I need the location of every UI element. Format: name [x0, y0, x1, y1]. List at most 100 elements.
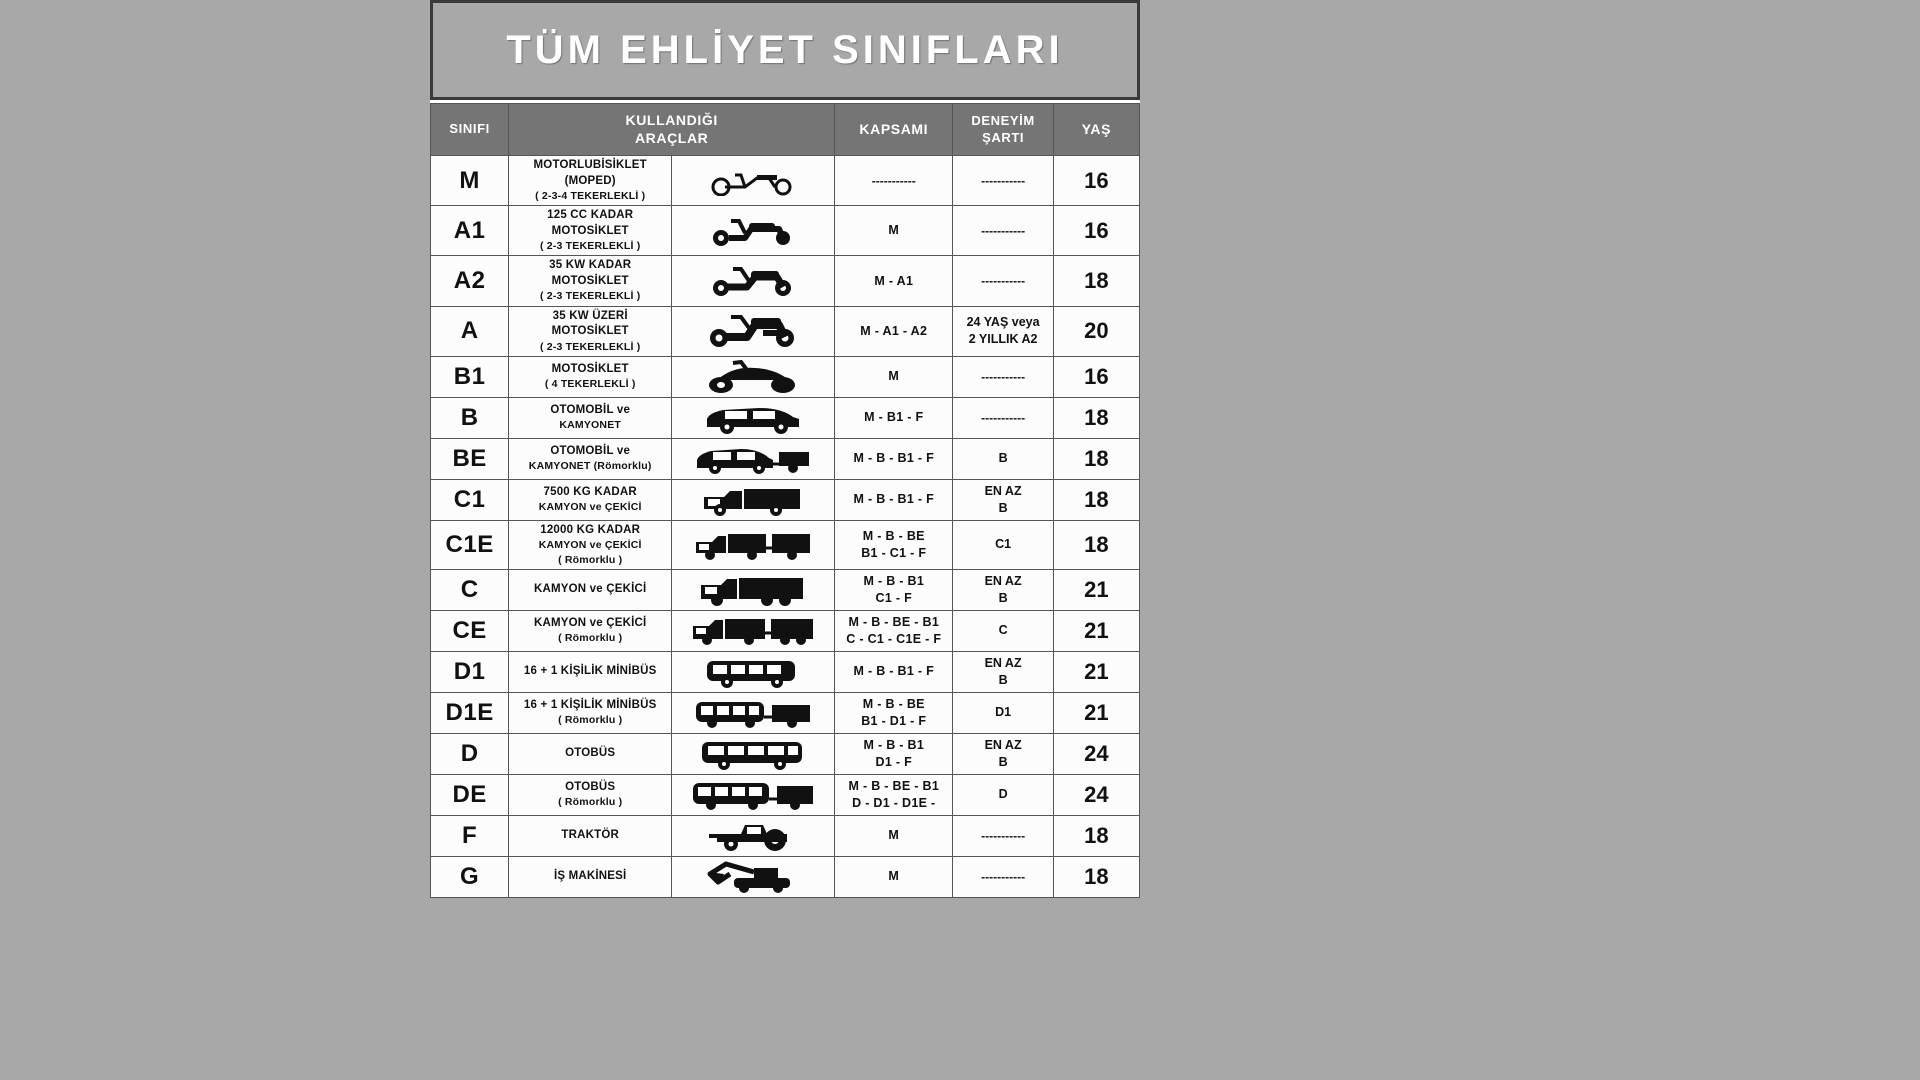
cell-scope: M - B - B1 D1 - F: [834, 732, 954, 775]
cell-age: 21: [1052, 691, 1141, 734]
vehicle-desc-line1: 35 KW KADAR MOTOSİKLET: [549, 259, 632, 287]
experience-line1: B: [998, 451, 1008, 466]
table-row: CE KAMYON ve ÇEKİCİ ( Römorklu ) M - B - BE…: [429, 609, 1141, 652]
license-classes-sheet: TÜM EHLİYET SINIFLARI SINIFI KULLANDIĞI …: [429, 0, 1141, 898]
column-header-experience-line2: ŞARTI: [982, 129, 1025, 145]
cell-class: F: [429, 814, 510, 857]
table-row: B OTOMOBİL ve KAMYONET M - B1 - F ----------…: [429, 396, 1141, 439]
vehicle-desc-line2: ( 2-3 TEKERLEKLİ ): [539, 290, 641, 303]
cell-scope: M - B - BE - B1 C - C1 - C1E - F: [834, 609, 954, 652]
vehicle-desc-line1: İŞ MAKİNESİ: [553, 869, 627, 882]
cell-class: C: [429, 568, 510, 611]
cell-vehicle-description: 12000 KG KADAR KAMYON ve ÇEKİCİ( Römorklu…: [508, 519, 673, 570]
cell-age: 21: [1052, 609, 1141, 652]
experience-line2: B: [998, 754, 1008, 769]
table-body: M MOTORLUBİSİKLET (MOPED) ( 2-3-4 TEKERLEK…: [429, 154, 1141, 898]
table-row: DE OTOBÜS ( Römorklu ) M - B - BE - B1 D - D…: [429, 773, 1141, 816]
scope-line1: -----------: [871, 173, 916, 188]
cell-experience: -----------: [952, 814, 1054, 857]
table-row: B1 MOTOSİKLET ( 4 TEKERLEKLİ ) M -----------…: [429, 355, 1141, 398]
minibus-icon: [671, 650, 836, 693]
vehicle-desc-line1: 125 CC KADAR MOTOSİKLET: [547, 209, 634, 237]
cell-experience: -----------: [952, 396, 1054, 439]
cell-age: 24: [1052, 732, 1141, 775]
table-header: SINIFI KULLANDIĞI ARAÇLAR KAPSAMI DENEYİ…: [429, 103, 1141, 156]
cell-experience: D1: [952, 691, 1054, 734]
cell-experience: -----------: [952, 255, 1054, 307]
table-row: G İŞ MAKİNESİ M ----------- 18: [429, 855, 1141, 898]
table-row: D1 16 + 1 KİŞİLİK MİNİBÜS M - B - B1 - F EN…: [429, 650, 1141, 693]
cell-age: 18: [1052, 814, 1141, 857]
cell-vehicle-description: KAMYON ve ÇEKİCİ: [508, 568, 673, 611]
scope-line1: M - B - B1 - F: [853, 492, 935, 507]
vehicle-desc-line2: KAMYON ve ÇEKİCİ: [538, 501, 642, 514]
cell-scope: M: [834, 205, 954, 257]
vehicle-desc-line1: KAMYON ve ÇEKİCİ: [533, 582, 647, 595]
cell-vehicle-description: KAMYON ve ÇEKİCİ ( Römorklu ): [508, 609, 673, 652]
scope-line1: M - B - B1: [863, 737, 925, 752]
scope-line1: M - A1: [874, 273, 914, 288]
truck-icon: [671, 568, 836, 611]
cell-class: B: [429, 396, 510, 439]
scope-line2: D1 - F: [875, 754, 913, 769]
experience-line2: B: [998, 590, 1008, 605]
cell-class: D1E: [429, 691, 510, 734]
small-truck-with-trailer-icon: [671, 519, 836, 570]
scope-line2: C1 - F: [875, 590, 913, 605]
cell-vehicle-description: İŞ MAKİNESİ: [508, 855, 673, 898]
scope-line1: M - B - B1: [863, 573, 925, 588]
table-row: D OTOBÜS M - B - B1 D1 - F EN AZ B 24: [429, 732, 1141, 775]
scope-line1: M: [888, 828, 900, 843]
vehicle-desc-line1: MOTORLUBİSİKLET (MOPED): [533, 159, 647, 187]
car-with-trailer-icon: [671, 437, 836, 480]
cell-experience: C: [952, 609, 1054, 652]
cell-class: D: [429, 732, 510, 775]
cell-vehicle-description: TRAKTÖR: [508, 814, 673, 857]
motorcycle-icon: [671, 255, 836, 307]
experience-line1: -----------: [981, 369, 1026, 384]
table-row: D1E 16 + 1 KİŞİLİK MİNİBÜS ( Römorklu ) M -…: [429, 691, 1141, 734]
vehicle-desc-line1: OTOBÜS: [565, 780, 616, 793]
scope-line1: M - B - BE - B1: [848, 778, 940, 793]
vehicle-desc-line1: OTOMOBİL ve: [550, 403, 631, 416]
cell-age: 18: [1052, 396, 1141, 439]
vehicle-desc-line2: ( 2-3 TEKERLEKLİ ): [539, 240, 641, 253]
cell-age: 21: [1052, 568, 1141, 611]
cell-age: 24: [1052, 773, 1141, 816]
cell-experience: -----------: [952, 154, 1054, 207]
vehicle-desc-line3: ( Römorklu ): [558, 553, 623, 566]
column-header-vehicles-line1: KULLANDIĞI: [625, 112, 718, 128]
experience-line1: 24 YAŞ veya: [966, 315, 1040, 330]
vehicle-desc-line2: ( 2-3-4 TEKERLEKLİ ): [535, 190, 646, 203]
cell-age: 21: [1052, 650, 1141, 693]
cell-age: 16: [1052, 355, 1141, 398]
experience-line1: EN AZ: [984, 483, 1022, 498]
header-row: SINIFI KULLANDIĞI ARAÇLAR KAPSAMI DENEYİ…: [429, 103, 1141, 156]
vehicle-desc-line2: ( Römorklu ): [558, 714, 623, 727]
vehicle-desc-line1: OTOBÜS: [565, 746, 616, 759]
vehicle-desc-line2: KAMYONET (Römorklu): [528, 460, 652, 473]
cell-experience: EN AZ B: [952, 732, 1054, 775]
cell-experience: D: [952, 773, 1054, 816]
license-classes-table: SINIFI KULLANDIĞI ARAÇLAR KAPSAMI DENEYİ…: [429, 103, 1141, 898]
experience-line1: C1: [995, 537, 1012, 552]
cell-age: 16: [1052, 205, 1141, 257]
experience-line1: D: [998, 787, 1008, 802]
cell-scope: M: [834, 355, 954, 398]
cell-scope: M - B - B1 - F: [834, 437, 954, 480]
vehicle-desc-line1: TRAKTÖR: [561, 828, 619, 841]
scope-line2: D - D1 - D1E -: [852, 795, 936, 810]
car-icon: [671, 396, 836, 439]
cell-vehicle-description: OTOMOBİL ve KAMYONET (Römorklu): [508, 437, 673, 480]
experience-line1: -----------: [981, 410, 1026, 425]
cell-experience: EN AZ B: [952, 568, 1054, 611]
cell-vehicle-description: 125 CC KADAR MOTOSİKLET ( 2-3 TEKERLEKLİ …: [508, 205, 673, 257]
cell-class: D1: [429, 650, 510, 693]
column-header-age: YAŞ: [1052, 103, 1141, 156]
vehicle-desc-line1: 12000 KG KADAR: [540, 523, 641, 536]
cell-experience: 24 YAŞ veya 2 YILLIK A2: [952, 305, 1054, 357]
vehicle-desc-line1: 16 + 1 KİŞİLİK MİNİBÜS: [523, 698, 657, 711]
cell-scope: -----------: [834, 154, 954, 207]
scope-line1: M - A1 - A2: [860, 323, 928, 338]
cell-age: 18: [1052, 855, 1141, 898]
